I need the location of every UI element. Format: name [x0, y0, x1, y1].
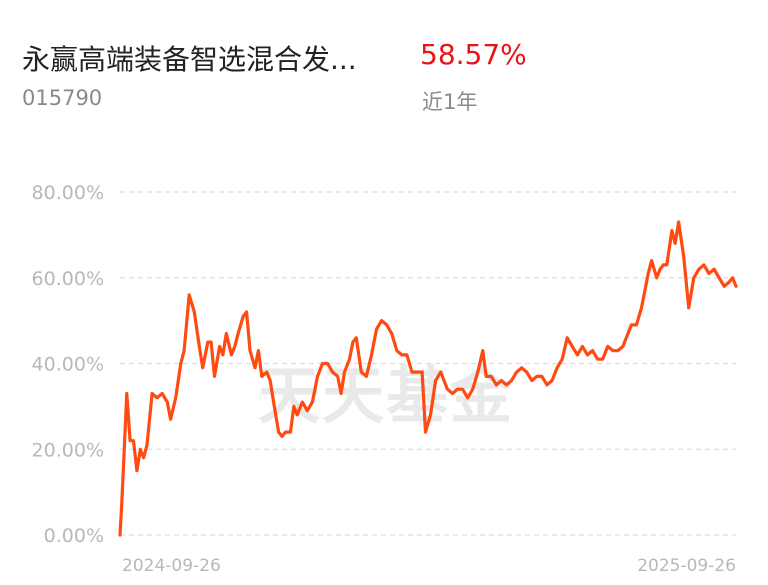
y-axis-ticks: 0.00% 20.00% 40.00% 60.00% 80.00% [32, 182, 104, 547]
y-tick-label: 80.00% [32, 182, 104, 204]
y-tick-label: 20.00% [32, 439, 104, 461]
y-tick-label: 60.00% [32, 268, 104, 290]
return-series-line [118, 220, 738, 537]
watermark: 天天基金 [258, 359, 514, 432]
y-tick-label: 0.00% [44, 525, 104, 547]
x-tick-label: 2024-09-26 [122, 556, 221, 576]
return-period-label: 近1年 [422, 90, 478, 114]
y-tick-label: 40.00% [32, 354, 104, 376]
x-tick-label: 2025-09-26 [637, 556, 736, 576]
grid-lines [120, 191, 736, 536]
x-axis-ticks: 2024-09-26 2025-09-26 [122, 556, 736, 576]
return-value: 58.57% [420, 38, 527, 71]
fund-code: 015790 [22, 86, 103, 110]
fund-name: 永赢高端装备智选混合发... [22, 43, 357, 76]
